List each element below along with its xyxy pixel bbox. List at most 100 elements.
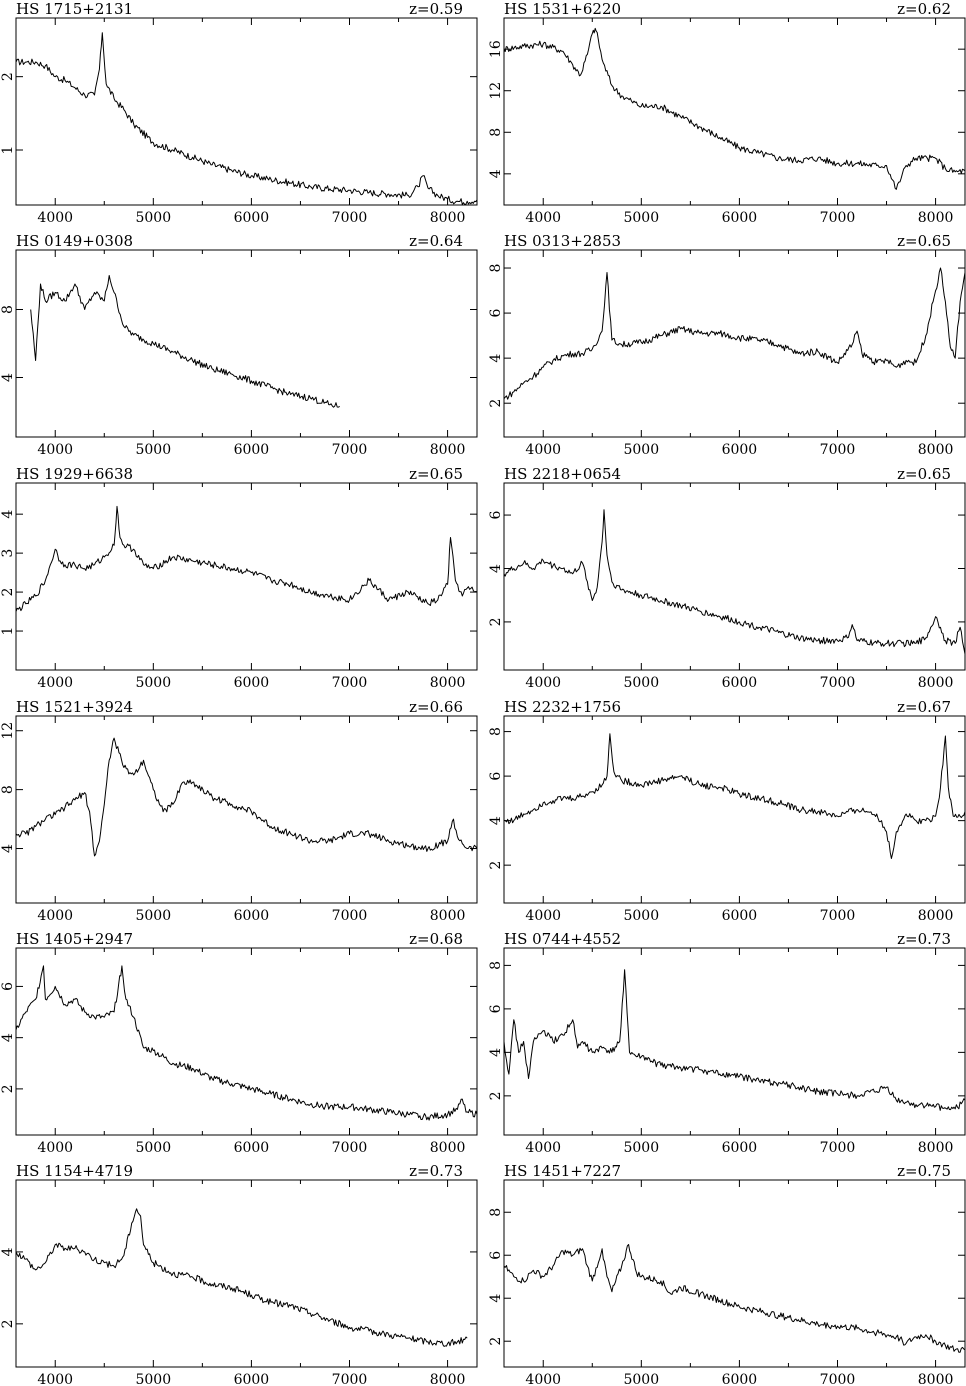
panel-redshift: z=0.68: [409, 930, 463, 948]
y-tick-label: 6: [488, 1251, 504, 1260]
x-tick-label: 8000: [918, 210, 954, 226]
y-tick-label: 8: [0, 305, 16, 314]
plot-frame: [503, 482, 966, 671]
panel-redshift: z=0.65: [409, 465, 463, 483]
plot-frame: [15, 1179, 478, 1368]
y-tick-label: 4: [0, 510, 16, 519]
y-tick-label: 4: [0, 1247, 16, 1256]
panel-title: HS 0744+4552: [504, 930, 621, 948]
y-tick-label: 4: [0, 373, 16, 382]
plot-frame: [15, 249, 478, 438]
x-tick-label: 7000: [332, 442, 368, 458]
x-tick-label: 6000: [234, 675, 270, 691]
x-tick-label: 4000: [525, 1372, 561, 1386]
panel-title: HS 1521+3924: [16, 698, 133, 716]
x-tick-label: 7000: [332, 1372, 368, 1386]
panel-title: HS 1405+2947: [16, 930, 133, 948]
x-tick-label: 7000: [332, 210, 368, 226]
x-tick-label: 5000: [623, 1140, 659, 1156]
x-tick-label: 8000: [430, 908, 466, 924]
y-tick-label: 4: [488, 169, 504, 178]
x-tick-label: 8000: [430, 1140, 466, 1156]
x-tick-label: 8000: [430, 1372, 466, 1386]
y-tick-label: 4: [488, 1294, 504, 1303]
panel-title: HS 0149+0308: [16, 232, 133, 250]
panel-redshift: z=0.66: [409, 698, 463, 716]
y-tick-label: 2: [0, 588, 16, 597]
x-tick-label: 5000: [623, 1372, 659, 1386]
panel-redshift: z=0.67: [897, 698, 951, 716]
spectrum-panel: HS 2218+0654 z=0.65 4000 5000 6000 7000 8000 2 4…: [488, 465, 966, 691]
spectrum-line: [503, 1244, 966, 1353]
x-tick-label: 8000: [918, 442, 954, 458]
x-tick-label: 8000: [430, 442, 466, 458]
y-tick-label: 6: [488, 511, 504, 520]
x-tick-label: 4000: [37, 210, 73, 226]
y-tick-label: 4: [0, 844, 16, 853]
x-tick-label: 6000: [234, 1140, 270, 1156]
x-tick-label: 6000: [722, 1140, 758, 1156]
plot-frame: [503, 947, 966, 1136]
panel-title: HS 1715+2131: [16, 0, 133, 18]
y-tick-label: 4: [488, 1048, 504, 1057]
panel-redshift: z=0.73: [897, 930, 951, 948]
spectrum-line: [503, 509, 966, 655]
spectrum-panel: HS 2232+1756 z=0.67 4000 5000 6000 7000 8000 2 4…: [488, 698, 966, 924]
plot-frame: [15, 947, 478, 1136]
x-tick-label: 6000: [234, 908, 270, 924]
spectrum-line: [30, 275, 340, 408]
y-tick-label: 2: [488, 399, 504, 408]
y-tick-label: 12: [0, 722, 16, 740]
x-tick-label: 4000: [37, 442, 73, 458]
x-tick-label: 6000: [234, 442, 270, 458]
y-tick-label: 2: [488, 1337, 504, 1346]
plot-frame: [15, 17, 478, 206]
spectrum-line: [503, 267, 966, 400]
x-tick-label: 5000: [623, 908, 659, 924]
spectrum-panel: HS 1521+3924 z=0.66 4000 5000 6000 7000 8000 4 8…: [0, 698, 478, 924]
spectrum-line: [503, 27, 966, 190]
plot-frame: [503, 17, 966, 206]
panel-redshift: z=0.73: [409, 1162, 463, 1180]
x-tick-label: 4000: [525, 210, 561, 226]
x-tick-label: 4000: [37, 675, 73, 691]
y-tick-label: 8: [488, 1208, 504, 1217]
y-tick-label: 2: [0, 1084, 16, 1093]
spectrum-line: [15, 965, 478, 1121]
y-tick-label: 8: [0, 785, 16, 794]
panel-title: HS 1929+6638: [16, 465, 133, 483]
y-tick-label: 3: [0, 549, 16, 558]
y-tick-label: 1: [0, 627, 16, 636]
y-tick-label: 6: [488, 1004, 504, 1013]
spectrum-panel: HS 1715+2131 z=0.59 4000 5000 6000 7000 8000 1 2: [0, 0, 478, 226]
x-tick-label: 5000: [623, 210, 659, 226]
spectrum-panel: HS 1451+7227 z=0.75 4000 5000 6000 7000 8000 2 4…: [488, 1162, 966, 1386]
spectrum-panel: HS 0744+4552 z=0.73 4000 5000 6000 7000 8000 2 4…: [488, 930, 966, 1156]
spectrum-line: [15, 1208, 468, 1347]
x-tick-label: 8000: [918, 1140, 954, 1156]
y-tick-label: 6: [488, 309, 504, 318]
y-tick-label: 4: [0, 1033, 16, 1042]
plot-frame: [15, 715, 478, 904]
y-tick-label: 4: [488, 354, 504, 363]
x-tick-label: 4000: [525, 675, 561, 691]
x-tick-label: 8000: [918, 1372, 954, 1386]
x-tick-label: 7000: [332, 908, 368, 924]
spectrum-panel: HS 1154+4719 z=0.73 4000 5000 6000 7000 8000 2 4: [0, 1162, 478, 1386]
panel-title: HS 2218+0654: [504, 465, 621, 483]
y-tick-label: 4: [488, 816, 504, 825]
x-tick-label: 6000: [722, 442, 758, 458]
x-tick-label: 5000: [135, 210, 171, 226]
spectrum-line: [503, 733, 966, 859]
plot-frame: [503, 1179, 966, 1368]
x-tick-label: 8000: [430, 675, 466, 691]
y-tick-label: 2: [488, 617, 504, 626]
y-tick-label: 8: [488, 961, 504, 970]
x-tick-label: 5000: [623, 675, 659, 691]
y-tick-label: 8: [488, 128, 504, 137]
x-tick-label: 8000: [430, 210, 466, 226]
x-tick-label: 5000: [135, 675, 171, 691]
x-tick-label: 6000: [234, 1372, 270, 1386]
panel-title: HS 0313+2853: [504, 232, 621, 250]
